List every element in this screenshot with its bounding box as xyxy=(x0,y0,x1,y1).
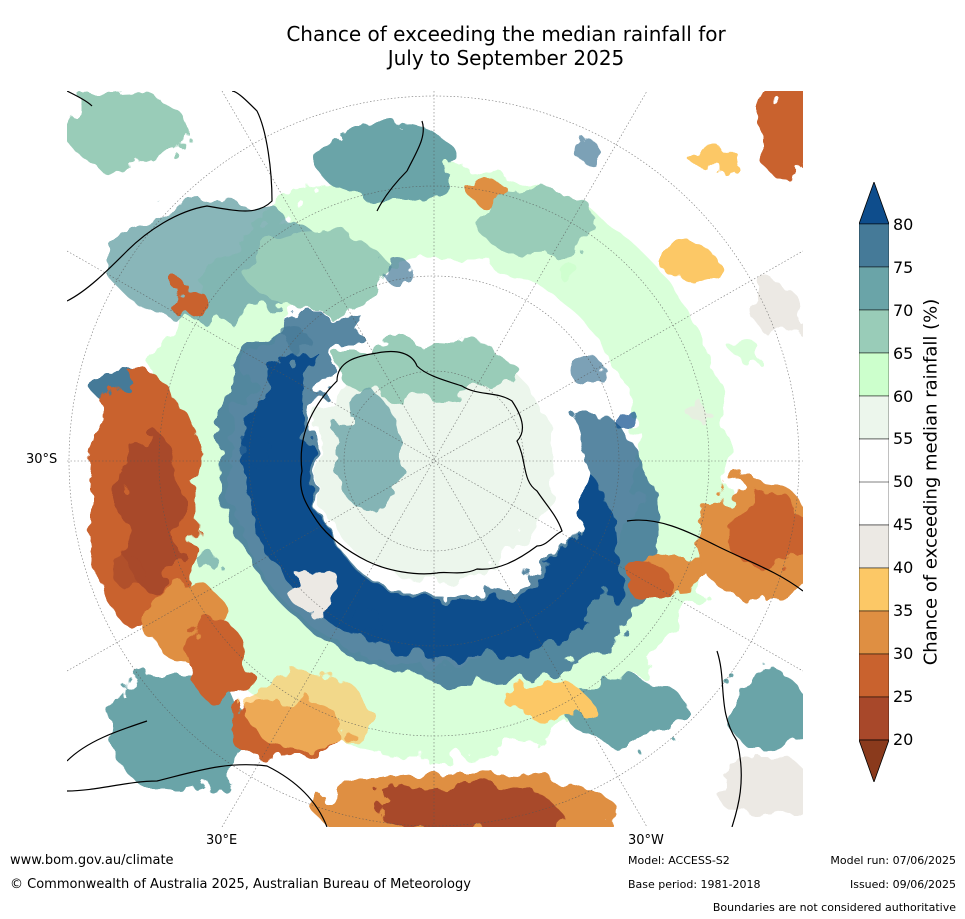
colorbar-tick: 80 xyxy=(893,215,914,234)
colorbar-tick: 60 xyxy=(893,387,914,406)
base-period-text: Base period: 1981-2018 xyxy=(628,878,761,891)
website-link[interactable]: www.bom.gov.au/climate xyxy=(10,853,174,868)
antarctica-coast xyxy=(300,350,563,575)
colorbar-tick: 25 xyxy=(893,687,914,706)
africa-coast xyxy=(67,720,328,827)
colorbar-tick: 75 xyxy=(893,258,914,277)
model-run-text: Model run: 07/06/2025 xyxy=(830,854,956,867)
colorbar-tick: 35 xyxy=(893,601,914,620)
colorbar-tick: 70 xyxy=(893,301,914,320)
colorbar-tick: 65 xyxy=(893,344,914,363)
colorbar-tick: 30 xyxy=(893,644,914,663)
south-america-east-coast xyxy=(716,650,742,827)
longitude-label-30w: 30°W xyxy=(628,833,664,848)
colorbar-tick: 20 xyxy=(893,730,914,749)
map-title: Chance of exceeding the median rainfall … xyxy=(0,22,965,70)
probability-fields xyxy=(67,91,803,827)
australia-coast xyxy=(67,91,273,302)
colorbar-title: Chance of exceeding median rainfall (%) xyxy=(920,298,942,666)
longitude-label-30e: 30°E xyxy=(206,833,238,848)
disclaimer-text: Boundaries are not considered authoritat… xyxy=(712,901,956,914)
title-line-2: July to September 2025 xyxy=(387,46,625,70)
copyright-text: © Commonwealth of Australia 2025, Austra… xyxy=(10,877,471,892)
south-america-coast xyxy=(626,519,803,592)
new-zealand-coast xyxy=(376,120,424,212)
model-text: Model: ACCESS-S2 xyxy=(628,854,730,867)
rainfall-map[interactable] xyxy=(67,91,803,827)
issued-text: Issued: 09/06/2025 xyxy=(849,878,956,891)
graticule xyxy=(67,91,803,827)
colorbar-tick: 40 xyxy=(893,558,914,577)
colorbar-arrow-bottom xyxy=(859,739,889,782)
map-canvas xyxy=(67,91,803,827)
coastlines xyxy=(67,91,803,827)
colorbar-arrow-top xyxy=(859,182,889,225)
asia-coast xyxy=(67,91,93,107)
colorbar-tick: 50 xyxy=(893,472,914,491)
latitude-label-30s: 30°S xyxy=(26,452,58,467)
fine-speckle xyxy=(111,139,759,635)
colorbar-tick: 45 xyxy=(893,515,914,534)
colorbar-tick: 55 xyxy=(893,429,914,448)
colorbar xyxy=(859,182,889,782)
title-line-1: Chance of exceeding the median rainfall … xyxy=(286,22,726,46)
